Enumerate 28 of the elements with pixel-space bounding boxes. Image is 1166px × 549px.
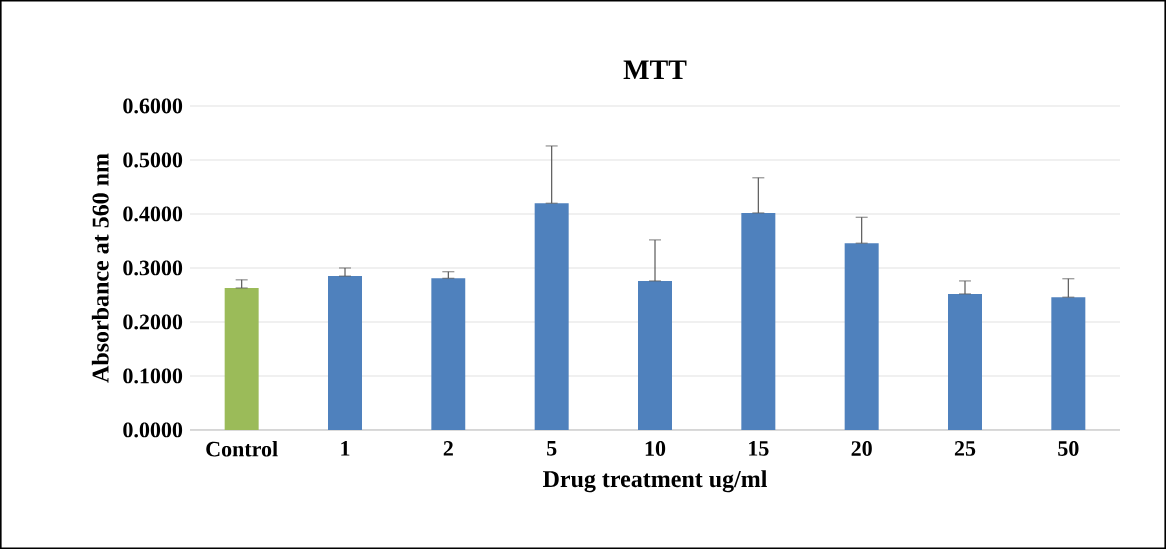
x-tick-label: 25 (954, 441, 976, 456)
bar (741, 212, 776, 430)
x-tick-label: 15 (749, 441, 769, 456)
bar (948, 293, 982, 430)
y-tick-label: 0.2000 (123, 314, 183, 330)
x-tick-label: Control (206, 441, 278, 457)
y-axis-title: Absorbance at 560 nm (91, 153, 109, 383)
x-tick-label: 50 (1058, 441, 1079, 456)
chart-title: MTT (623, 60, 687, 79)
y-tick-label: 0.3000 (123, 260, 183, 276)
x-tick-label: 2 (443, 441, 453, 456)
x-tick-label: 20 (851, 441, 872, 456)
y-tick-label: 0.6000 (123, 98, 183, 114)
x-axis-title: Drug treatment ug/ml (542, 470, 767, 493)
y-tick-label: 0.5000 (123, 152, 183, 168)
bar (224, 287, 259, 430)
x-tick-label: 5 (547, 441, 557, 456)
bar (1051, 297, 1086, 430)
x-tick-label: 10 (645, 441, 666, 456)
bar (431, 278, 466, 430)
y-tick-label: 0.4000 (123, 206, 183, 222)
bar (844, 243, 879, 430)
bar (638, 280, 672, 430)
y-tick-label: 0.1000 (123, 368, 183, 384)
bar (328, 276, 363, 430)
y-tick-label: 0.0000 (123, 422, 183, 438)
x-tick-label: 1 (341, 441, 350, 456)
bar (534, 203, 569, 430)
